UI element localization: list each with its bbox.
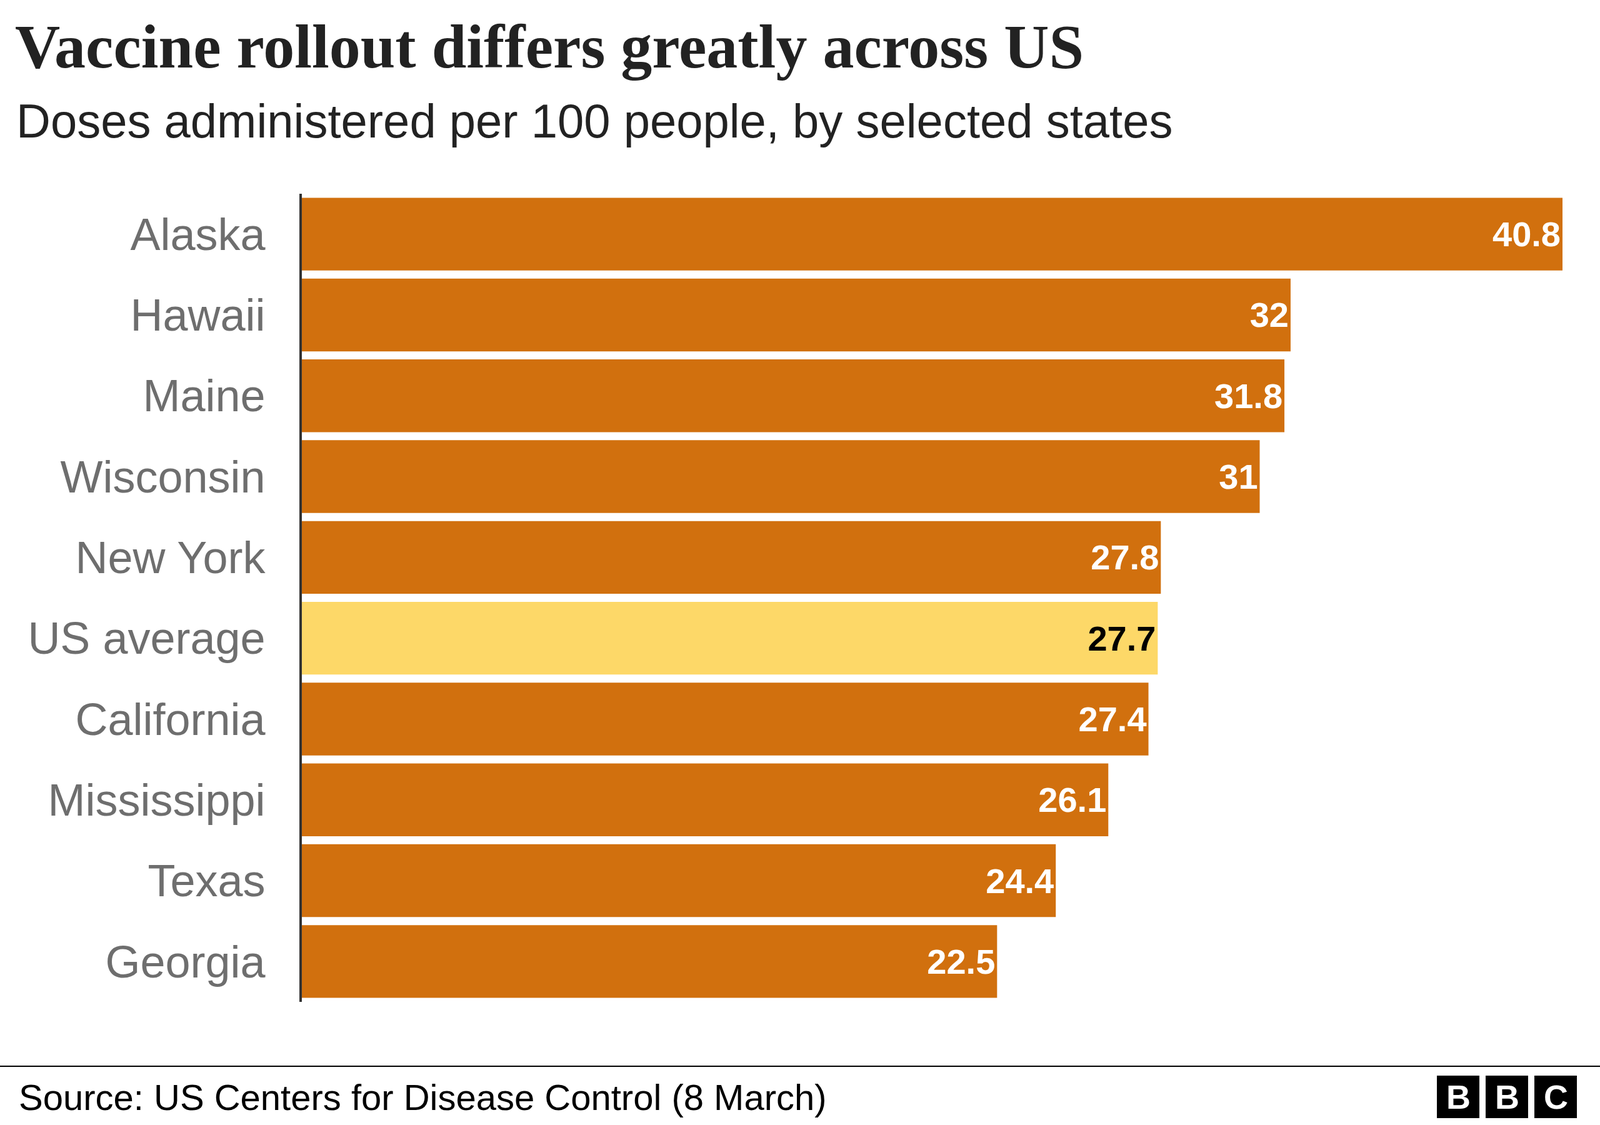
svg-text:24.4: 24.4: [985, 861, 1054, 901]
svg-text:Alaska: Alaska: [130, 209, 266, 260]
svg-text:Hawaii: Hawaii: [130, 290, 266, 340]
svg-text:Vaccine rollout differs greatl: Vaccine rollout differs greatly across U…: [15, 11, 1084, 82]
svg-text:Texas: Texas: [148, 855, 266, 906]
svg-text:Mississippi: Mississippi: [48, 775, 266, 825]
svg-text:US average: US average: [27, 613, 265, 664]
svg-text:Source: US Centers for Disease: Source: US Centers for Disease Control (…: [18, 1076, 827, 1118]
svg-text:40.8: 40.8: [1492, 214, 1561, 254]
svg-text:C: C: [1543, 1078, 1569, 1116]
svg-text:Doses administered per 100 peo: Doses administered per 100 people, by se…: [16, 94, 1173, 148]
svg-text:32: 32: [1250, 295, 1289, 335]
svg-text:27.8: 27.8: [1090, 537, 1159, 577]
svg-text:31: 31: [1218, 456, 1258, 497]
svg-text:Wisconsin: Wisconsin: [60, 451, 266, 502]
svg-text:California: California: [75, 694, 266, 745]
svg-text:22.5: 22.5: [926, 941, 995, 982]
svg-text:27.4: 27.4: [1078, 699, 1147, 739]
svg-text:Maine: Maine: [142, 370, 265, 421]
svg-text:New York: New York: [75, 532, 266, 583]
svg-text:B: B: [1446, 1078, 1471, 1116]
svg-text:27.7: 27.7: [1087, 618, 1156, 659]
svg-text:31.8: 31.8: [1214, 376, 1283, 416]
svg-text:Georgia: Georgia: [105, 936, 266, 987]
svg-text:26.1: 26.1: [1038, 780, 1107, 820]
svg-text:B: B: [1495, 1078, 1520, 1116]
